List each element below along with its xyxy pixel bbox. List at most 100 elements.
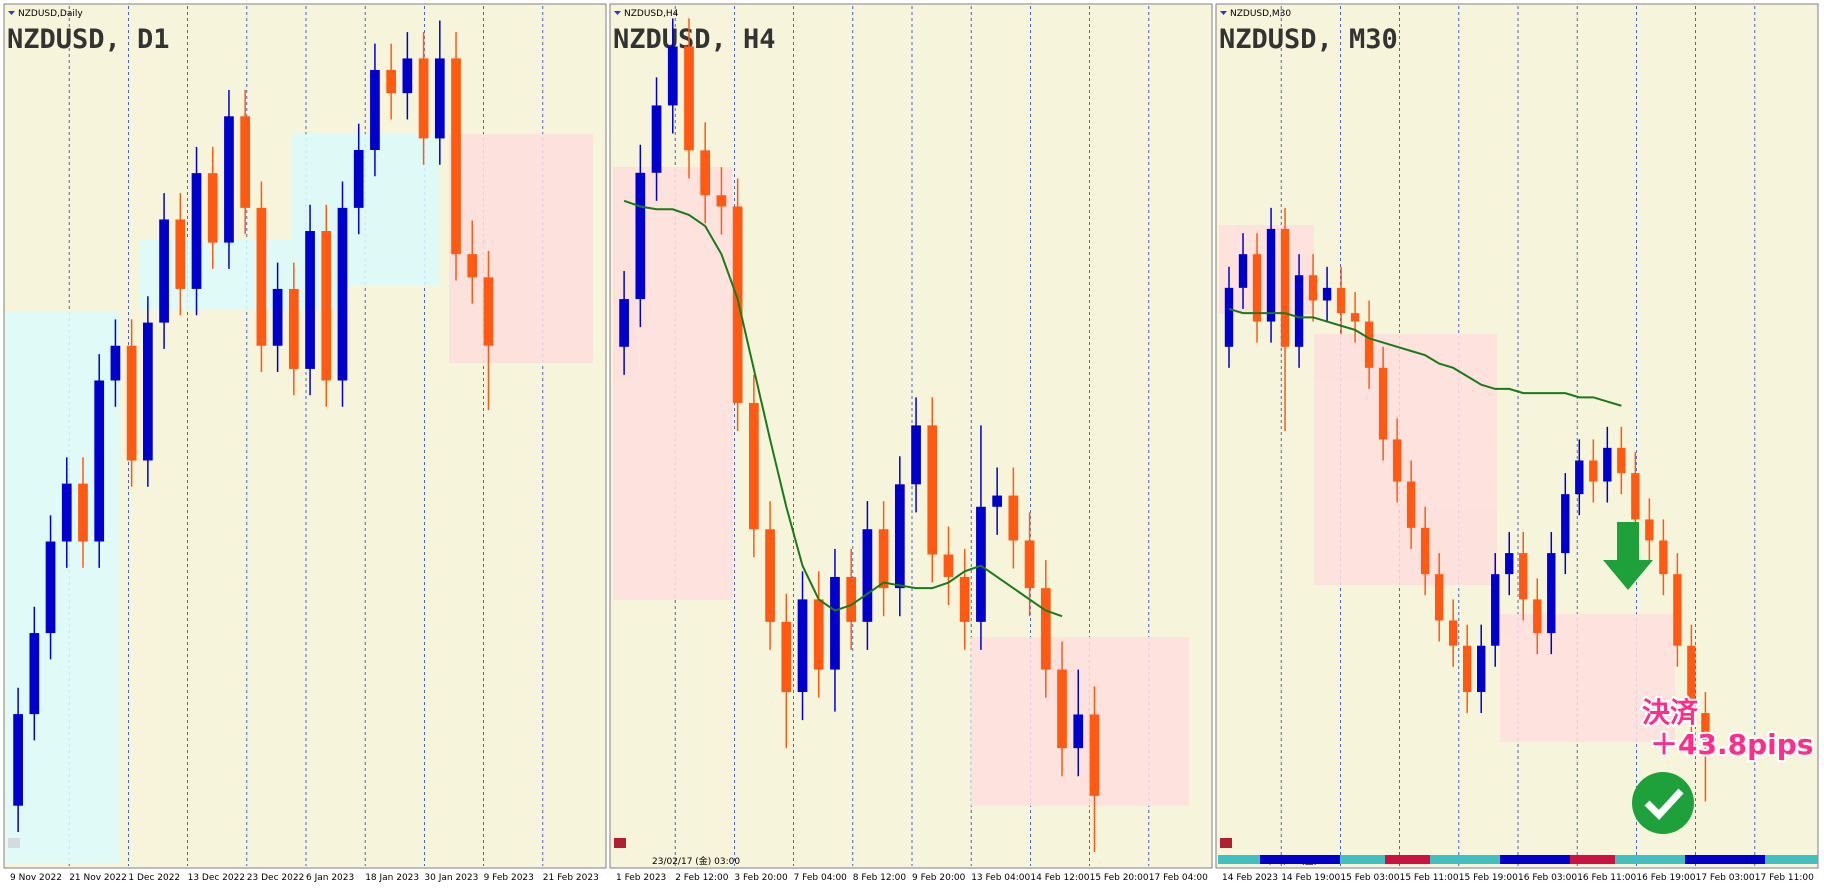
toolbar-icon[interactable] (614, 838, 626, 848)
candle-body (1266, 228, 1276, 322)
candle-body (1659, 540, 1668, 575)
candle-body (305, 231, 315, 369)
candle-body (830, 576, 840, 670)
candle-body (78, 483, 88, 542)
candle-body (781, 621, 792, 693)
candle-body (943, 554, 954, 577)
candle-body (434, 58, 445, 139)
x-tick-label: 1 Dec 2022 (128, 873, 180, 883)
x-tick-label: 21 Nov 2022 (69, 873, 127, 883)
annotation: 決済 (1642, 696, 1699, 729)
toolbar-icon[interactable] (1220, 838, 1232, 848)
chart-title: NZDUSD, M30 (1219, 24, 1398, 55)
candle-body (224, 116, 234, 243)
sell-arrow (1603, 522, 1653, 590)
candle-body (1420, 527, 1430, 575)
candle-body (1505, 553, 1514, 575)
check-mark (1644, 788, 1684, 821)
chart-label: NZDUSD,H4 (624, 9, 679, 19)
candle-body (402, 58, 413, 94)
zone (1314, 334, 1497, 585)
candle-body (1575, 460, 1584, 495)
candle-body (684, 46, 694, 151)
zone (1500, 614, 1675, 742)
candle-body (288, 288, 299, 369)
x-tick-label: 1 Feb 2023 (616, 873, 666, 883)
candle-body (1533, 599, 1542, 634)
candle-body (191, 173, 202, 289)
x-tick-label: 23 Dec 2022 (247, 873, 304, 883)
candle-body (1364, 321, 1374, 368)
x-tick-label: 21 Feb 2023 (543, 873, 599, 883)
x-tick-label: 9 Nov 2022 (10, 873, 62, 883)
candle-body (142, 322, 153, 461)
candle-body (1434, 574, 1444, 621)
candle-body (1350, 313, 1360, 322)
candle-body (1406, 481, 1416, 528)
candle-body (1701, 713, 1710, 747)
bar (1500, 855, 1570, 864)
candle-body (1308, 275, 1318, 301)
x-tick-label: 14 Feb 12:00 (1030, 873, 1089, 883)
x-tick-label: 16 Feb 11:00 (1577, 873, 1636, 883)
candle-body (765, 529, 775, 622)
candle-body (207, 173, 218, 243)
candle-body (45, 541, 56, 634)
x-tick-label: 30 Jan 2023 (424, 873, 478, 883)
candle-body (483, 277, 494, 346)
candle-body (13, 714, 23, 806)
candle-body (240, 116, 251, 208)
candle-body (1024, 540, 1035, 589)
candle-body (1589, 460, 1598, 482)
candle-body (862, 529, 873, 622)
chart-label: NZDUSD,M30 (1230, 9, 1291, 19)
candle-body (1519, 553, 1528, 600)
x-tick-label: 14 Feb 19:00 (1281, 873, 1340, 883)
marks (13, 18, 1710, 852)
candle-body (337, 207, 348, 381)
x-tick-label: 3 Feb 20:00 (734, 873, 788, 883)
candle-body (716, 195, 727, 207)
dropdown-icon (8, 11, 15, 15)
candle-body (370, 69, 380, 150)
candle-body (635, 172, 646, 300)
x-tick-label: 2 Feb 12:00 (675, 873, 729, 883)
candle-body (651, 105, 662, 173)
dropdown-icon (614, 11, 621, 15)
candle-body (451, 58, 461, 255)
x-tick-label: 15 Feb 19:00 (1459, 873, 1518, 883)
x-tick-label: 15 Feb 11:00 (1400, 873, 1459, 883)
candle-body (878, 529, 889, 589)
candle-body (1252, 254, 1262, 322)
candle-body (1322, 287, 1332, 301)
annotation: ＋43.8pips (1650, 728, 1813, 761)
candle-body (1687, 645, 1696, 714)
zone (613, 167, 733, 600)
x-tick-label: 6 Jan 2023 (306, 873, 354, 883)
candle-body (1057, 669, 1067, 749)
bar (1385, 855, 1430, 864)
candle-body (1631, 473, 1640, 520)
candle-body (1561, 494, 1570, 554)
candle-body (959, 576, 970, 622)
panels: 9 Nov 2022 21 Nov 2022 1 Dec 2022 13 Dec 20… (3, 3, 1819, 883)
candle-body (1645, 519, 1654, 541)
zone (449, 134, 593, 363)
candle-body (992, 495, 1003, 507)
x-tick-label: 17 Feb 03:00 (1696, 873, 1755, 883)
candle-body (94, 380, 105, 542)
x-tick-label: 9 Feb 20:00 (912, 873, 966, 883)
x-tick-label: 17 Feb 04:00 (1149, 873, 1208, 883)
x-tick-label: 14 Feb 2023 (1222, 873, 1278, 883)
x-tick-label: 7 Feb 04:00 (794, 873, 848, 883)
candle-body (321, 231, 332, 381)
x-tick-label: 8 Feb 12:00 (853, 873, 907, 883)
candle-body (386, 69, 397, 94)
candle-body (1280, 228, 1290, 347)
arrow-head (1603, 560, 1653, 590)
x-tick-label: 13 Dec 2022 (188, 873, 246, 883)
bar (1570, 855, 1615, 864)
status-bar (1218, 855, 1818, 864)
candle-body (1603, 447, 1612, 482)
